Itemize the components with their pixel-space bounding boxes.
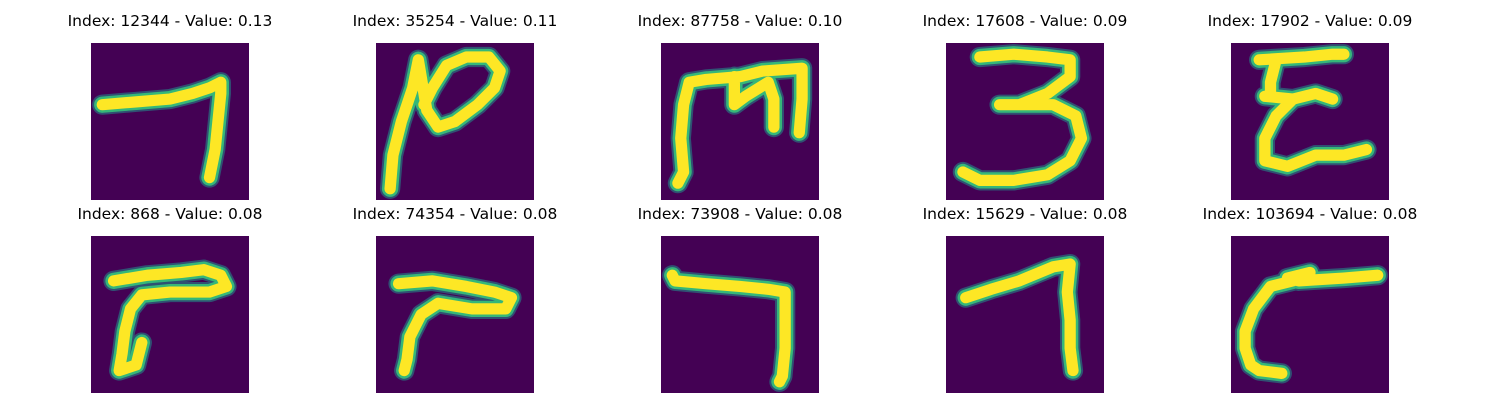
panel-title: Index: 17902 - Value: 0.09 (1207, 12, 1413, 30)
handwritten-7-stroke-core (96, 76, 227, 184)
handwritten-r-stroke-core (107, 264, 233, 377)
handwritten-7-stroke-core (666, 269, 791, 388)
handwritten-digit-image (1231, 43, 1389, 200)
panel-title: Index: 35254 - Value: 0.11 (352, 12, 558, 30)
panel-title: Index: 74354 - Value: 0.08 (352, 205, 558, 223)
image-panel: Index: 12344 - Value: 0.13 (50, 9, 290, 200)
handwritten-n-stroke-core (384, 51, 506, 195)
handwritten-digit-image (661, 236, 819, 393)
handwritten-digit-image (91, 43, 249, 200)
handwritten-m-stroke-core (672, 62, 808, 189)
handwritten-e-stroke-core (1253, 48, 1373, 172)
handwritten-digit-image (376, 43, 534, 200)
panel-title: Index: 12344 - Value: 0.13 (67, 12, 273, 30)
image-panel: Index: 17902 - Value: 0.09 (1190, 9, 1430, 200)
panel-title: Index: 103694 - Value: 0.08 (1202, 205, 1418, 223)
handwritten-c-stroke-core (1239, 266, 1384, 379)
handwritten-digit-image (91, 236, 249, 393)
image-panel: Index: 17608 - Value: 0.09 (905, 9, 1145, 200)
panel-title: Index: 17608 - Value: 0.09 (922, 12, 1128, 30)
image-panel: Index: 868 - Value: 0.08 (50, 202, 290, 393)
handwritten-digit-image (661, 43, 819, 200)
image-panel: Index: 73908 - Value: 0.08 (620, 202, 860, 393)
handwritten-digit-image (376, 236, 534, 393)
image-panel: Index: 87758 - Value: 0.10 (620, 9, 860, 200)
image-panel: Index: 103694 - Value: 0.08 (1190, 202, 1430, 393)
image-panel: Index: 35254 - Value: 0.11 (335, 9, 575, 200)
panel-title: Index: 87758 - Value: 0.10 (637, 12, 843, 30)
panel-title: Index: 15629 - Value: 0.08 (922, 205, 1128, 223)
handwritten-7-stroke-core (960, 258, 1079, 377)
image-panel: Index: 74354 - Value: 0.08 (335, 202, 575, 393)
handwritten-r-stroke-core (392, 275, 518, 377)
panel-title: Index: 73908 - Value: 0.08 (637, 205, 843, 223)
handwritten-digit-image (946, 236, 1104, 393)
handwritten-3-stroke-core (957, 48, 1088, 186)
handwritten-digit-image (1231, 236, 1389, 393)
panel-title: Index: 868 - Value: 0.08 (77, 205, 263, 223)
image-panel: Index: 15629 - Value: 0.08 (905, 202, 1145, 393)
handwritten-digit-image (946, 43, 1104, 200)
